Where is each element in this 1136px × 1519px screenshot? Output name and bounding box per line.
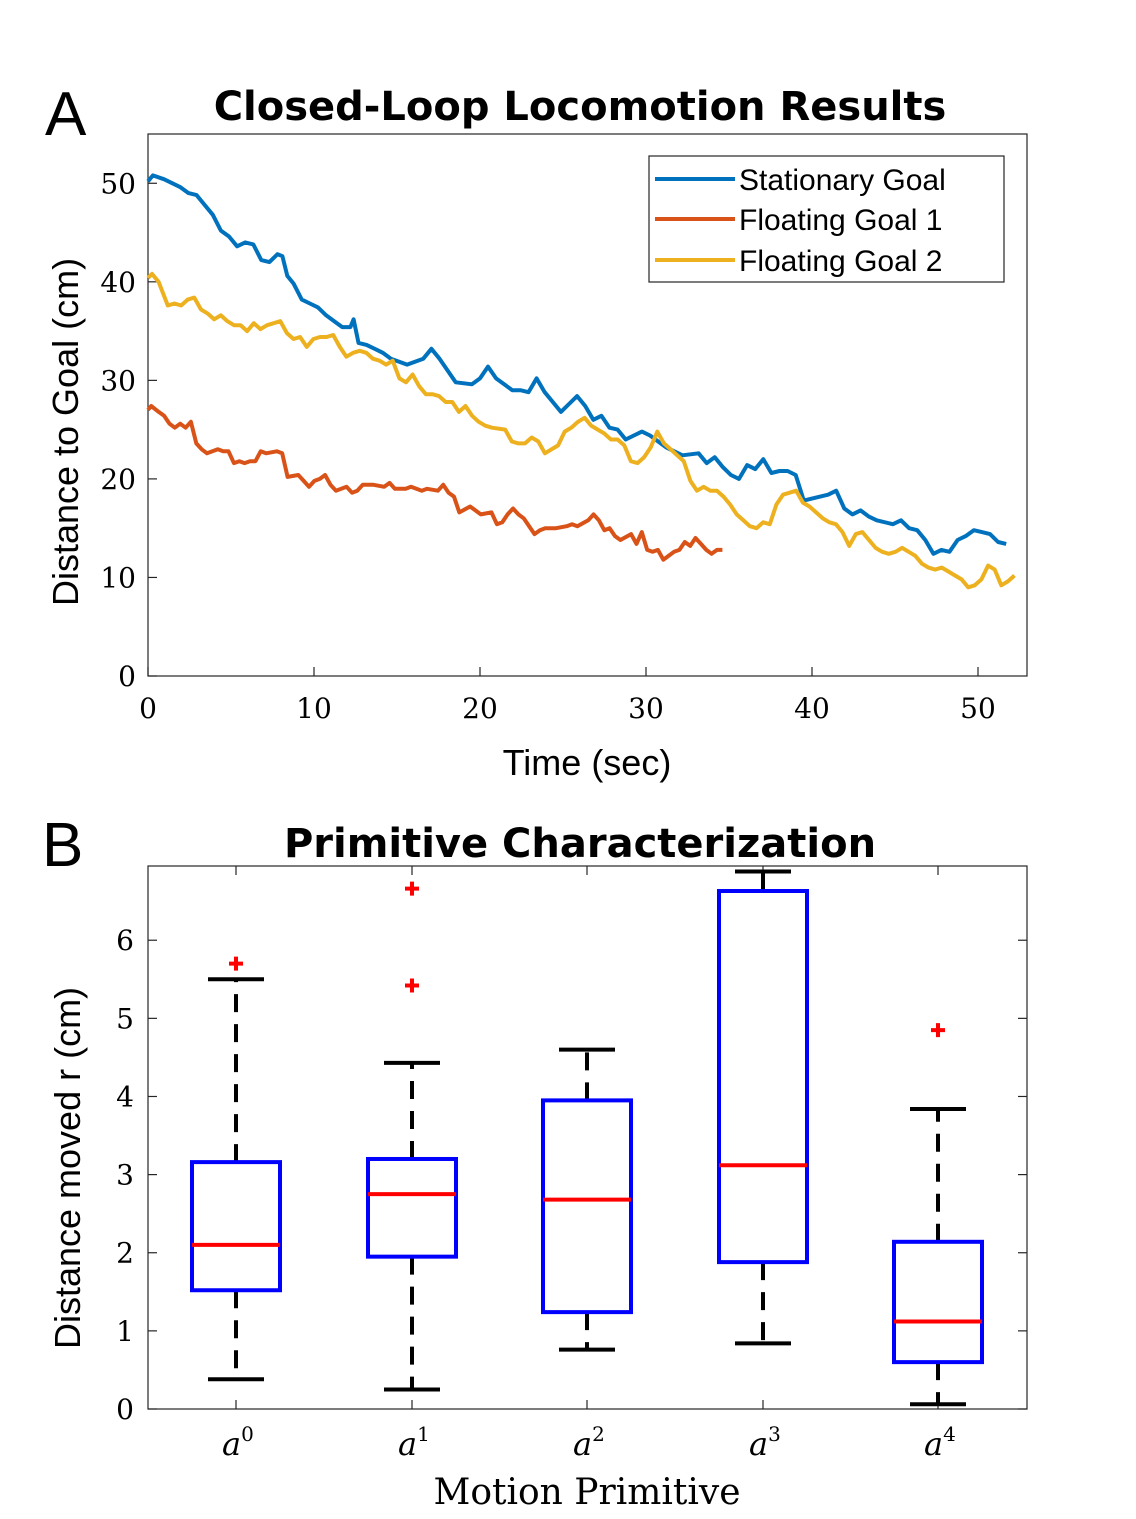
box-plot-a1 [366,881,458,1392]
x-tick-label-b: a0 [222,1422,254,1463]
x-tick-label-a: 10 [296,692,332,725]
panel-label-a: A [45,80,87,149]
box-plot-a0 [190,956,282,1382]
iqr-box [366,1156,458,1259]
series-line-0 [146,173,1007,556]
panel-a: A Closed-Loop Locomotion Results 0 10 20 30… [45,80,1028,783]
x-tick-label-a: 50 [960,692,996,725]
x-ticks-a: 0 10 20 30 40 50 [139,667,996,725]
y-tick-label-a: 50 [100,167,136,200]
chart-title-b: Primitive Characterization [284,821,876,867]
y-tick-label-a: 30 [100,364,136,397]
x-axis-label-b: Motion Primitive [433,1472,740,1513]
y-tick-label-b: 1 [116,1315,134,1348]
x-tick-label-a: 40 [794,692,830,725]
x-tick-label-a: 20 [462,692,498,725]
panel-label-b: B [42,811,83,880]
y-tick-label-b: 4 [116,1080,134,1113]
x-tick-label-a: 0 [139,692,157,725]
outlier-marker [931,1023,945,1038]
y-tick-label-b: 2 [116,1237,134,1270]
chart-title-a: Closed-Loop Locomotion Results [214,84,947,130]
y-tick-label-a: 40 [100,266,136,299]
iqr-box [190,1160,282,1293]
axes-frame-a [147,133,1028,677]
legend-label-floating-1: Floating Goal 1 [739,204,942,237]
x-tick-label-b: a1 [398,1422,430,1463]
y-tick-label-b: 6 [116,924,134,957]
y-tick-label-b: 5 [116,1002,134,1035]
box-plot-a4 [892,1023,984,1407]
outlier-marker [229,956,243,971]
legend-label-stationary: Stationary Goal [739,164,946,197]
iqr-box [717,889,809,1265]
series-line-1 [146,404,723,562]
y-tick-label-b: 0 [116,1393,134,1426]
box-plot-a2 [541,1047,633,1352]
legend: Stationary Goal Floating Goal 1 Floating… [648,155,1005,283]
y-tick-label-a: 10 [100,561,136,594]
y-tick-label-b: 3 [116,1159,134,1192]
x-ticks-b: a0 a1 a2 a3 a4 [222,866,956,1463]
box-plot-a3 [717,869,809,1346]
y-axis-label-a: Distance to Goal (cm) [45,258,86,606]
iqr-box [541,1098,633,1315]
box-plots [190,869,984,1407]
series-lines [146,173,1016,590]
x-tick-label-b: a4 [924,1422,956,1463]
y-ticks-a: 0 10 20 30 40 50 [100,167,157,693]
x-tick-label-a: 30 [628,692,664,725]
y-tick-label-a: 0 [118,660,136,693]
x-tick-label-b: a3 [749,1422,781,1463]
legend-label-floating-2: Floating Goal 2 [739,245,942,278]
iqr-box [892,1239,984,1365]
y-axis-label-b: Distance moved r (cm) [47,987,88,1349]
outlier-marker [405,881,419,896]
y-ticks-b: 0 1 2 3 4 5 6 [116,924,1027,1426]
series-line-2 [146,271,1016,590]
outlier-marker [405,978,419,993]
x-axis-label-a: Time (sec) [503,742,672,783]
x-tick-label-b: a2 [573,1422,605,1463]
y-tick-label-a: 20 [100,463,136,496]
